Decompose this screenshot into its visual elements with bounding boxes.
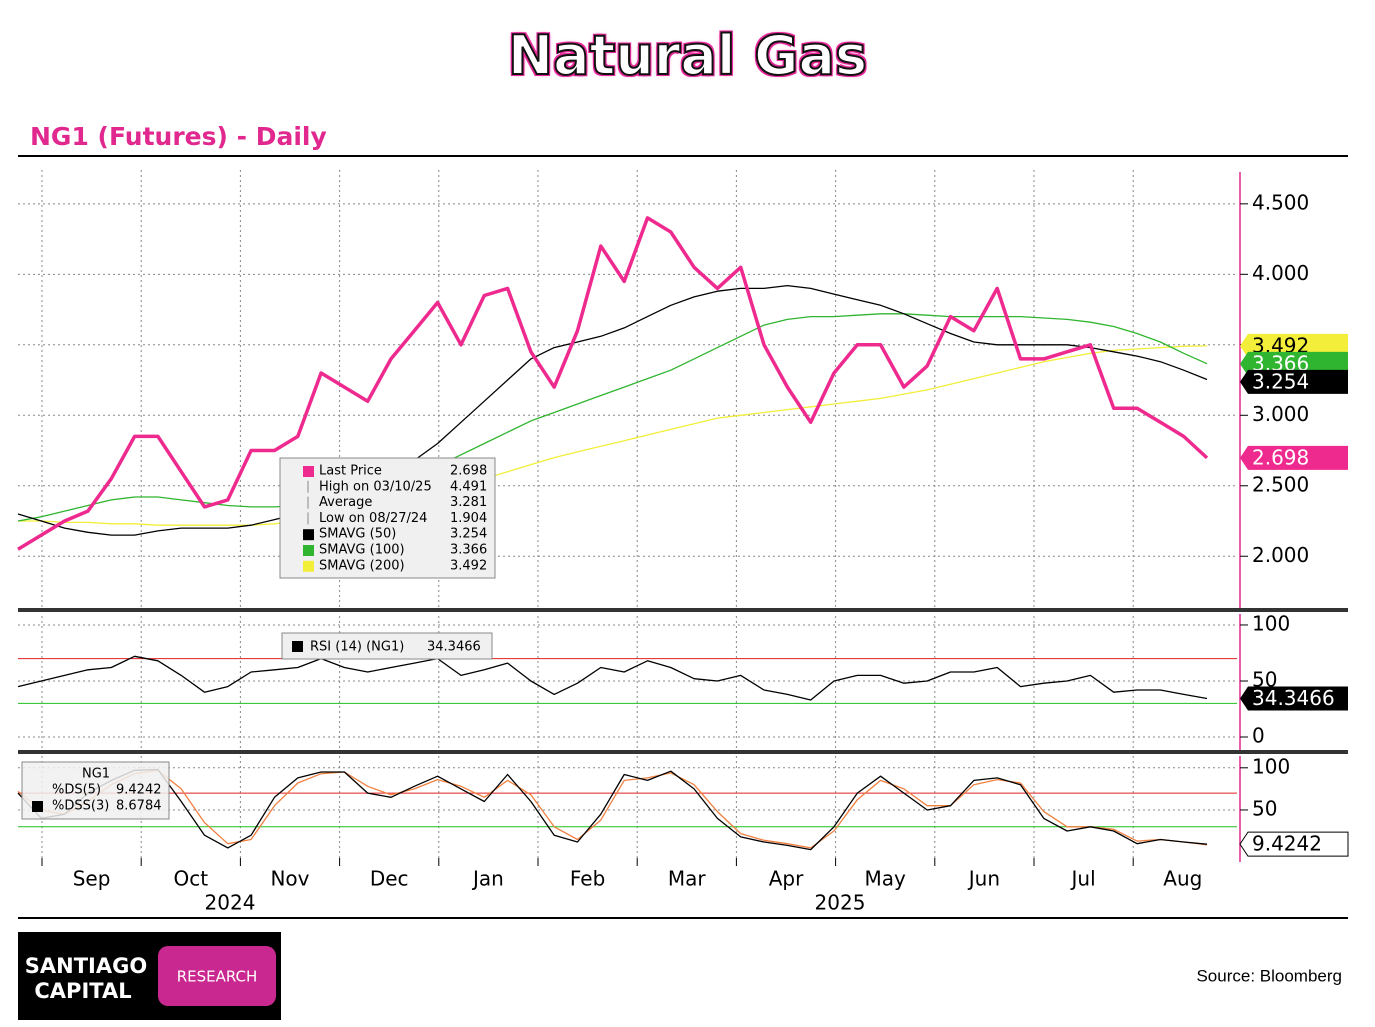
series-line <box>17 769 1208 849</box>
legend-label: SMAVG (100) <box>319 543 405 558</box>
legend-value: 3.492 <box>450 558 487 573</box>
x-tick-label: Sep <box>73 867 111 891</box>
legend-box <box>281 632 493 660</box>
y-tick-label: 100 <box>1252 754 1290 778</box>
x-tick-label: Oct <box>174 867 209 891</box>
x-tick-label: Jan <box>471 867 504 891</box>
series-line <box>17 216 1209 551</box>
series-line <box>17 768 1208 851</box>
legend-label: Last Price <box>319 464 382 479</box>
legend-swatch <box>303 545 314 556</box>
legend-swatch <box>32 801 43 812</box>
legend-box <box>21 761 170 820</box>
value-tag <box>1239 831 1349 857</box>
value-tag-label: 3.254 <box>1252 369 1309 393</box>
legend-label: High on 03/10/25 <box>319 479 432 494</box>
legend-label: RSI (14) (NG1) <box>310 640 404 655</box>
y-tick-label: 2.500 <box>1252 472 1309 496</box>
legend-value: 34.3466 <box>427 640 481 655</box>
y-tick-label: 0 <box>1252 724 1265 748</box>
legend-swatch <box>303 466 314 477</box>
legend-label: %DSS(3) <box>52 799 109 814</box>
source: Source: Bloomberg <box>1196 966 1342 985</box>
logo-text: SANTIAGO <box>25 954 147 978</box>
year-label: 2024 <box>205 891 256 915</box>
legend-value: 4.491 <box>450 479 487 494</box>
y-tick-label: 50 <box>1252 796 1277 820</box>
value-tag-label: 2.698 <box>1252 445 1309 469</box>
x-tick-label: Feb <box>570 867 605 891</box>
legend-label: Average <box>319 495 372 510</box>
x-tick-label: Jul <box>1070 867 1096 891</box>
legend-title: NG1 <box>82 767 110 782</box>
series-line <box>17 655 1208 701</box>
y-tick-label: 2.000 <box>1252 543 1309 567</box>
value-tag <box>1240 369 1348 394</box>
x-tick-label: Apr <box>769 867 804 891</box>
y-tick-label: 3.000 <box>1252 402 1309 426</box>
x-tick-label: Dec <box>370 867 409 891</box>
page-title: Natural Gas <box>507 23 868 88</box>
legend-value: 9.4242 <box>116 783 162 798</box>
legend-swatch <box>303 529 314 541</box>
legend-value: 8.6784 <box>116 799 162 814</box>
legend-label: SMAVG (200) <box>319 558 405 573</box>
series-line <box>17 284 1208 536</box>
legend-box <box>279 457 496 579</box>
x-tick-label: Mar <box>668 867 707 891</box>
y-tick-label: 4.000 <box>1252 261 1309 285</box>
y-tick-label: 100 <box>1252 611 1290 635</box>
legend-label: SMAVG (50) <box>319 527 396 542</box>
series-line <box>18 345 1208 526</box>
legend-value: 3.254 <box>450 527 487 542</box>
legend-value: 1.904 <box>450 511 487 526</box>
x-tick-label: Aug <box>1163 867 1202 891</box>
x-tick-label: May <box>865 867 907 891</box>
x-tick-label: Jun <box>967 867 1000 891</box>
logo-badge-text: RESEARCH <box>177 968 258 986</box>
legend-swatch <box>292 641 303 652</box>
legend-value: 2.698 <box>450 464 487 479</box>
legend-swatch <box>303 560 314 572</box>
value-tag <box>1240 445 1348 470</box>
logo-badge <box>158 946 276 1006</box>
legend-label: Low on 08/27/24 <box>319 511 427 526</box>
logo-text: CAPITAL <box>34 979 131 1003</box>
legend-value: 3.281 <box>450 495 487 510</box>
legend-value: 3.366 <box>450 543 487 558</box>
subtitle: NG1 (Futures) - Daily <box>30 122 327 151</box>
value-tag-label: 34.3466 <box>1252 686 1335 710</box>
value-tag <box>1240 686 1348 711</box>
y-tick-label: 4.500 <box>1252 190 1309 214</box>
value-tag-label: 9.4242 <box>1252 832 1322 856</box>
x-tick-label: Nov <box>270 867 309 891</box>
legend-label: %DS(5) <box>52 783 101 798</box>
year-label: 2025 <box>815 891 866 915</box>
